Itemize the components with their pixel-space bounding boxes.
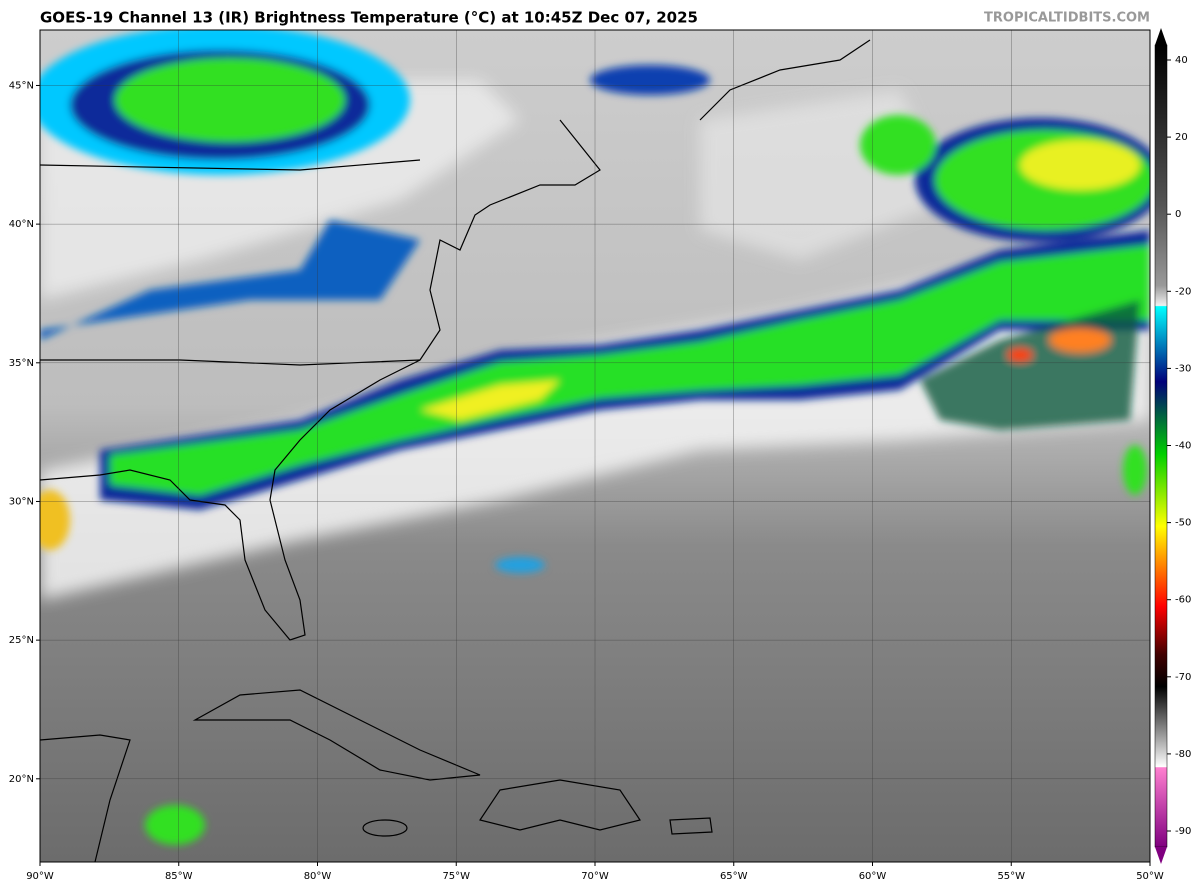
- lon-label: 80°W: [304, 871, 332, 882]
- lon-label: 65°W: [720, 871, 748, 882]
- lon-label: 90°W: [26, 871, 54, 882]
- lon-label: 75°W: [442, 871, 470, 882]
- lon-label: 50°W: [1136, 871, 1164, 882]
- lon-label: 70°W: [581, 871, 609, 882]
- lat-label: 35°N: [9, 358, 34, 369]
- colorbar-label: -40: [1175, 441, 1191, 452]
- colorbar-label: -90: [1175, 826, 1191, 837]
- colorbar-label: -30: [1175, 363, 1191, 374]
- map: [40, 30, 1150, 862]
- colorbar-label: -60: [1175, 595, 1191, 606]
- source: TROPICALTIDBITS.COM: [984, 11, 1150, 26]
- lat-label: 45°N: [9, 80, 34, 91]
- lon-label: 55°W: [997, 871, 1025, 882]
- coastlines: [40, 39, 871, 862]
- lon-label: 85°W: [165, 871, 193, 882]
- lat-label: 20°N: [9, 774, 34, 785]
- lon-label: 60°W: [859, 871, 887, 882]
- title: GOES-19 Channel 13 (IR) Brightness Tempe…: [40, 9, 698, 27]
- lat-label: 40°N: [9, 219, 34, 230]
- colorbar-label: -20: [1175, 286, 1191, 297]
- graticule: [40, 30, 1150, 862]
- colorbar-label: -80: [1175, 749, 1191, 760]
- colorbar-label: -70: [1175, 672, 1191, 683]
- colorbar-bottom: [1155, 847, 1167, 864]
- colorbar-label: 40: [1175, 55, 1188, 66]
- colorbar-scale: [1154, 44, 1168, 848]
- colorbar-label: -50: [1175, 518, 1191, 529]
- colorbar-label: 20: [1175, 132, 1188, 143]
- lat-label: 25°N: [9, 635, 34, 646]
- lat-label: 30°N: [9, 496, 34, 507]
- colorbar-top: [1155, 28, 1167, 45]
- colorbar: [1154, 28, 1168, 864]
- convection: [40, 30, 1150, 845]
- colorbar-label: 0: [1175, 209, 1181, 220]
